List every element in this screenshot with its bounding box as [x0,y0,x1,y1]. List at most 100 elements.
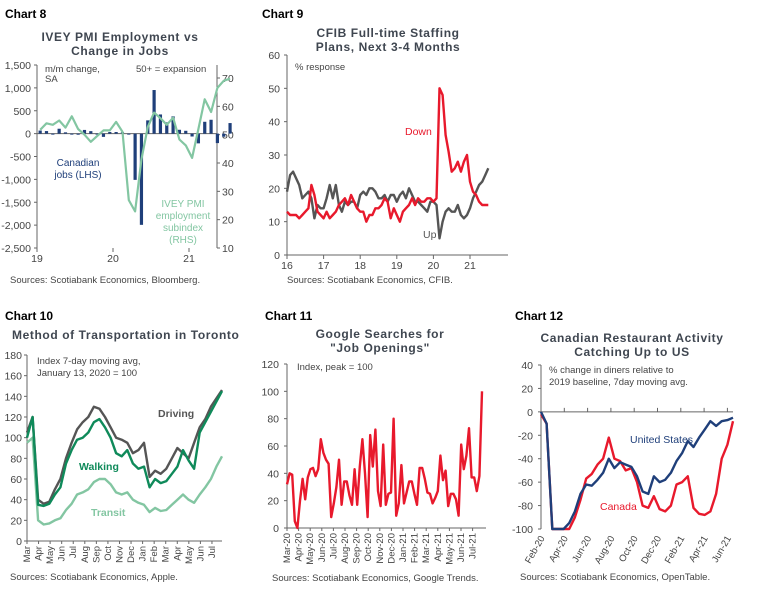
x-tick-label: Apr [34,546,45,561]
chart-9: Chart 9 CFIB Full-time Staffing Plans, N… [262,7,460,286]
jobs-bar [76,133,80,135]
chart-title: CFIB Full-time Staffing [316,26,459,40]
y-tick-label: 40 [10,495,22,507]
jobs-bar [165,122,169,134]
series-label-jobs: Canadian [57,158,100,169]
right-y-tick-label: 20 [222,215,234,227]
x-tick-label: Nov [114,546,125,563]
searches-line [285,391,484,530]
x-tick-label: Jul [68,546,79,558]
x-tick-label: Nov-20 [375,533,386,564]
y-tick-label: -80 [518,501,533,513]
series-label-us: United States [630,434,693,446]
jobs-bar [44,131,49,134]
y-tick-label: -60 [518,477,533,489]
walking-line [25,390,224,508]
series-label-transit: Transit [91,507,126,519]
x-tick-label: Mar [22,546,33,562]
canada-line [539,413,735,531]
source-note: Sources: Scotiabank Economics, CFIB. [287,275,453,286]
x-tick-label: Dec [126,546,137,563]
source-note: Sources: Scotiabank Economics, Google Tr… [272,573,478,584]
jobs-bar [215,133,220,144]
chart-title: Plans, Next 3-4 Months [316,40,461,54]
y-tick-label: 120 [4,412,22,424]
series-label-down: Down [405,126,432,138]
transit-line [26,436,224,526]
x-tick-label: 21 [464,260,476,272]
x-tick-label: Jun-21 [456,533,467,562]
y-tick-label: 140 [4,391,22,403]
x-tick-label: 16 [281,260,293,272]
x-tick-label: 21 [183,253,195,265]
y-tick-label: 0 [274,250,280,262]
chart-10: Chart 10 Method of Transportation in Tor… [5,309,239,583]
chart-number: Chart 11 [265,309,313,323]
x-tick-label: Jun-20 [317,533,328,562]
series-label-jobs: jobs (LHS) [53,170,101,181]
driving-line [25,389,223,505]
unit-note: % response [295,62,345,73]
x-tick-label: Apr [172,546,183,561]
y-tick-label: -100 [512,524,533,536]
y-tick-label: 0 [16,536,22,548]
x-tick-label: May-20 [305,533,316,565]
left-y-tick-label: -1,000 [1,174,31,186]
chart-title: Google Searches for [316,327,445,341]
x-tick-label: Feb-20 [523,534,548,566]
jobs-bar [177,129,182,134]
jobs-bar [190,133,194,137]
right-y-tick-label: 30 [222,186,234,198]
jobs-bar [228,123,232,134]
x-tick-label: Sep-20 [352,533,363,564]
x-tick-label: Jul-20 [328,533,339,559]
y-tick-label: 60 [10,474,22,486]
x-tick-label: Jun-20 [570,534,594,565]
left-y-tick-label: -2,000 [1,220,31,232]
chart-number: Chart 8 [5,7,47,21]
chart-number: Chart 10 [5,309,53,323]
unit-note: SA [45,74,58,85]
jobs-bar [184,130,188,134]
x-tick-label: Sep [91,546,102,563]
unit-note: m/m change, [45,64,100,75]
jobs-bar [57,128,61,134]
x-tick-label: Jun [57,546,68,561]
source-note: Sources: Scotiabank Economics, Bloomberg… [10,275,200,286]
jobs-bar [89,131,93,134]
x-tick-label: Feb-21 [663,534,688,566]
y-tick-label: 0 [273,523,279,535]
x-tick-label: 20 [107,253,119,265]
right-y-tick-label: 60 [222,101,234,113]
chart-title: "Job Openings" [330,341,430,355]
left-y-tick-label: -500 [10,152,31,164]
jobs-bar [196,133,201,144]
x-tick-label: Jun-21 [710,534,734,565]
unit-note: % change in diners relative to [549,365,674,376]
chart-title: Change in Jobs [71,44,169,58]
y-tick-label: 100 [261,386,279,398]
unit-note: January 13, 2020 = 100 [37,368,137,379]
jobs-bar [101,133,106,137]
jobs-bar [63,132,68,134]
jobs-bar [171,116,175,134]
x-tick-label: Aug-20 [593,534,618,566]
x-tick-label: Dec-20 [386,533,397,564]
x-tick-label: Mar [161,546,172,562]
y-tick-label: 180 [4,350,22,362]
left-y-tick-label: 0 [25,129,31,141]
y-tick-label: 20 [521,383,533,395]
series-label-walking: Walking [79,461,119,473]
x-tick-label: Oct [103,546,114,561]
x-tick-label: 17 [318,260,330,272]
x-tick-label: Jul-21 [468,533,479,559]
chart-8: Chart 8 IVEY PMI Employment vs Change in… [5,7,210,286]
jobs-bar [139,133,144,225]
left-y-tick-label: 1,500 [5,60,31,72]
jobs-bar [133,133,137,180]
y-tick-label: 20 [10,515,22,527]
y-tick-label: 80 [267,414,279,426]
y-tick-label: 120 [261,359,279,371]
source-note: Sources: Scotiabank Economics, Apple. [10,572,178,583]
